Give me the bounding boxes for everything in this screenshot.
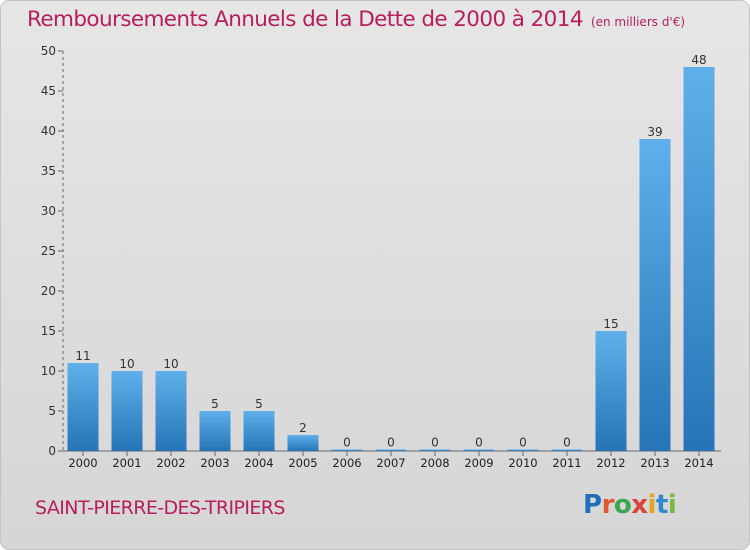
- bar: [463, 449, 495, 451]
- bar-value-label: 0: [387, 436, 395, 450]
- y-tick-label: 45: [41, 84, 56, 98]
- bar: [287, 435, 319, 451]
- bar-value-label: 0: [563, 436, 571, 450]
- bar-value-label: 0: [475, 436, 483, 450]
- x-tick-label: 2006: [332, 456, 361, 470]
- x-tick-label: 2005: [288, 456, 317, 470]
- y-tick-label: 35: [41, 164, 56, 178]
- bar: [595, 331, 627, 451]
- y-tick-label: 0: [48, 444, 56, 458]
- chart-title: Remboursements Annuels de la Dette de 20…: [27, 7, 685, 32]
- x-tick-label: 2008: [420, 456, 449, 470]
- bar-value-label: 0: [519, 436, 527, 450]
- y-tick-label: 5: [48, 404, 56, 418]
- y-tick-label: 10: [41, 364, 56, 378]
- bar: [199, 411, 231, 451]
- x-tick-label: 2010: [508, 456, 537, 470]
- x-tick-label: 2004: [244, 456, 273, 470]
- x-tick-label: 2001: [112, 456, 141, 470]
- proxiti-logo: Proxiti: [583, 490, 677, 520]
- y-tick-label: 20: [41, 284, 56, 298]
- bar: [67, 363, 99, 451]
- bar-value-label: 10: [119, 357, 134, 371]
- x-tick-label: 2012: [596, 456, 625, 470]
- commune-name: SAINT-PIERRE-DES-TRIPIERS: [35, 497, 285, 519]
- x-tick-label: 2000: [68, 456, 97, 470]
- bar: [331, 449, 363, 451]
- y-tick-label: 30: [41, 204, 56, 218]
- bar-value-label: 11: [75, 349, 90, 363]
- bar-value-label: 2: [299, 421, 307, 435]
- bar-value-label: 5: [211, 397, 219, 411]
- bar: [155, 371, 187, 451]
- bar-value-label: 39: [647, 125, 662, 139]
- bar: [551, 449, 583, 451]
- bar-value-label: 5: [255, 397, 263, 411]
- y-tick-label: 40: [41, 124, 56, 138]
- chart-title-text: Remboursements Annuels de la Dette de 20…: [27, 7, 584, 32]
- x-tick-label: 2003: [200, 456, 229, 470]
- bar-value-label: 0: [343, 436, 351, 450]
- x-tick-label: 2009: [464, 456, 493, 470]
- bar-value-label: 10: [163, 357, 178, 371]
- x-tick-label: 2013: [640, 456, 669, 470]
- y-tick-label: 25: [41, 244, 56, 258]
- bar: [243, 411, 275, 451]
- chart-unit-note: (en milliers d'€): [590, 15, 686, 29]
- x-tick-label: 2014: [684, 456, 713, 470]
- x-tick-label: 2002: [156, 456, 185, 470]
- bar-value-label: 15: [603, 317, 618, 331]
- y-tick-label: 15: [41, 324, 56, 338]
- x-tick-label: 2011: [552, 456, 581, 470]
- bar: [419, 449, 451, 451]
- y-tick-label: 50: [41, 44, 56, 58]
- x-tick-label: 2007: [376, 456, 405, 470]
- bar-value-label: 0: [431, 436, 439, 450]
- bar: [639, 139, 671, 451]
- bar: [375, 449, 407, 451]
- bar: [507, 449, 539, 451]
- bar: [683, 67, 715, 451]
- bar-value-label: 48: [691, 53, 706, 67]
- bar: [111, 371, 143, 451]
